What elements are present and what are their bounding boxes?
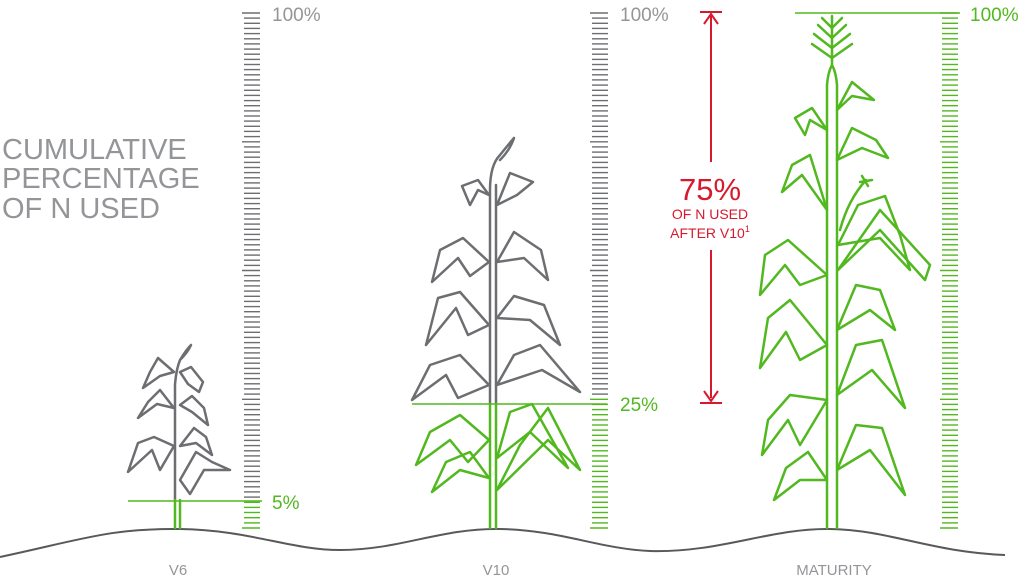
heading-line-3: OF N USED [2, 193, 160, 225]
plant-v6-upper [126, 343, 232, 502]
leaf [835, 283, 897, 332]
leaf [835, 126, 890, 162]
leaf [178, 365, 205, 394]
plant-v6-stalk-base [173, 498, 182, 530]
callout-big-value: 75% [679, 172, 741, 207]
diagram-heading: CUMULATIVE PERCENTAGE OF N USED [2, 134, 200, 225]
stalk [488, 136, 516, 406]
maturity-percent-label: 100% [970, 5, 1019, 26]
v10-percent-label: 25% [620, 395, 658, 416]
leaf [835, 423, 907, 497]
stalk [825, 63, 839, 530]
callout-line-2-text: AFTER V10 [670, 225, 745, 241]
leaf [410, 353, 491, 402]
leaf [495, 294, 562, 347]
leaf [495, 402, 570, 470]
v6-top-percent: 100% [272, 5, 321, 26]
leaf [178, 394, 210, 427]
plant-v10 [410, 136, 582, 530]
callout-footnote: 1 [745, 224, 750, 234]
callout-line-2: AFTER V101 [670, 224, 750, 241]
leaf [178, 426, 214, 457]
leaf [760, 393, 829, 457]
arrow-down-icon [703, 390, 719, 403]
stalk [173, 343, 193, 502]
leaf [414, 413, 491, 467]
ruler-maturity [940, 12, 958, 529]
leaf [141, 356, 176, 390]
leaf [424, 290, 491, 347]
leaf [793, 106, 829, 137]
plant-v6 [126, 343, 232, 530]
leaf [772, 450, 829, 502]
leaf [495, 171, 535, 207]
leaf [495, 230, 550, 282]
plant-v10-lower [414, 402, 582, 530]
ruler-v6 [242, 12, 260, 529]
leaf [836, 208, 932, 282]
ear [838, 174, 874, 232]
callout-line-1: OF N USED [672, 206, 748, 222]
stage-label-maturity: MATURITY [796, 562, 872, 579]
arrow-up-icon [703, 12, 719, 25]
stage-label-v6: V6 [169, 562, 187, 579]
v6-percent-label: 5% [272, 493, 300, 514]
leaf [430, 236, 491, 284]
leaf [126, 435, 176, 474]
heading-line-2: PERCENTAGE [2, 163, 200, 195]
leaf [460, 178, 491, 207]
plant-maturity [758, 14, 932, 530]
leaf [495, 406, 582, 492]
leaf [758, 298, 829, 370]
leaf [836, 194, 912, 272]
plant-v10-upper [410, 136, 582, 406]
ground-line [0, 527, 1006, 558]
v10-top-percent: 100% [620, 5, 669, 26]
leaf [178, 450, 232, 496]
leaf [430, 450, 491, 494]
heading-line-1: CUMULATIVE [2, 134, 187, 166]
leaf [835, 338, 907, 410]
ruler-v10 [590, 12, 608, 529]
stalk [488, 402, 498, 530]
leaf [495, 343, 582, 394]
leaf [136, 388, 176, 420]
stage-label-v10: V10 [483, 562, 510, 579]
leaf [780, 153, 829, 212]
callout-75-percent: 75% OF N USED AFTER V101 [670, 11, 750, 404]
leaf [758, 238, 829, 297]
leaf [835, 80, 876, 112]
tassel [810, 14, 854, 67]
